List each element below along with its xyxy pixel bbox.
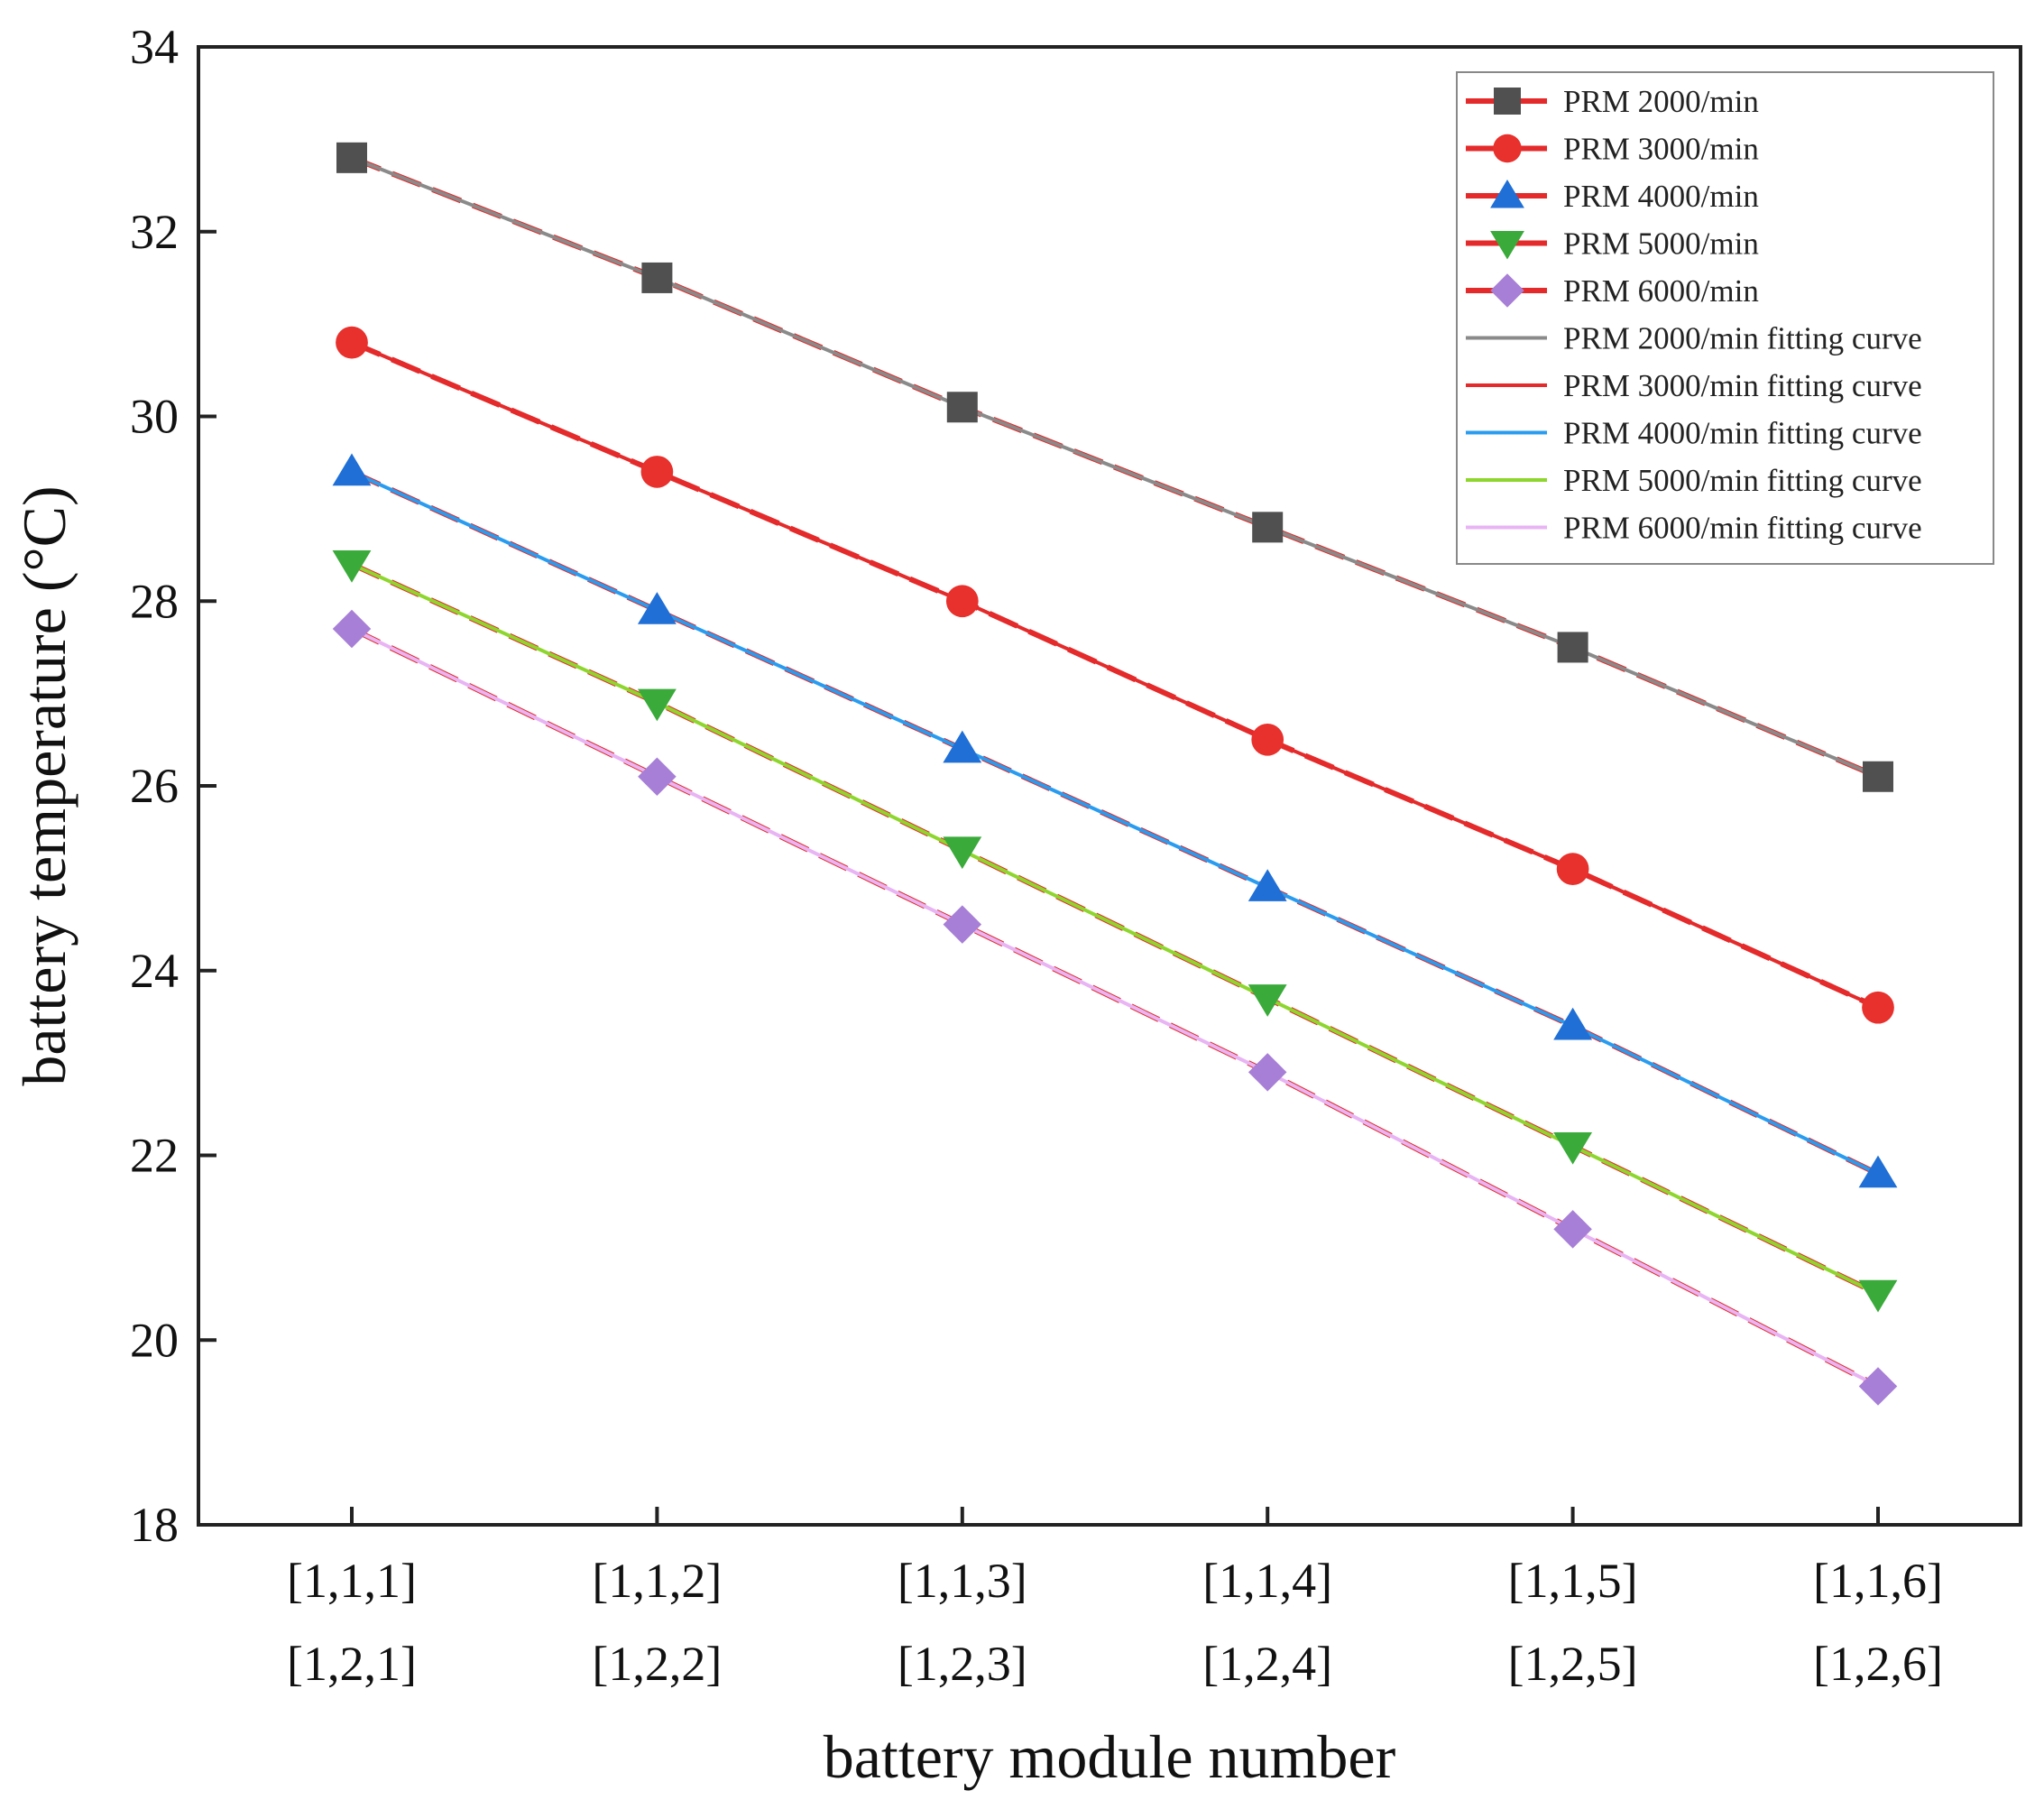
y-tick-label: 20 [130, 1313, 179, 1367]
y-tick-label: 26 [130, 759, 179, 813]
y-axis: 18 20 22 24 26 28 30 32 34 [130, 20, 216, 1552]
legend-label: PRM 2000/min [1563, 84, 1759, 119]
legend-label: PRM 6000/min [1563, 273, 1759, 309]
legend: PRM 2000/min PRM 3000/min PRM 4000/min PRM … [1456, 71, 1994, 565]
data-point [1858, 1367, 1898, 1406]
x-tick-label: [1,2,2] [592, 1637, 722, 1691]
y-tick-label: 32 [130, 205, 179, 259]
data-point [943, 836, 982, 870]
x-tick-label: [1,1,1] [287, 1554, 417, 1608]
legend-label: PRM 3000/min [1563, 132, 1759, 167]
data-point [946, 392, 978, 423]
y-tick-label: 34 [130, 20, 179, 74]
legend-label: PRM 3000/min fitting curve [1563, 368, 1922, 403]
y-tick-label: 18 [130, 1498, 179, 1552]
data-point [943, 730, 982, 763]
legend-label: PRM 4000/min fitting curve [1563, 416, 1922, 451]
x-tick-label: [1,2,3] [898, 1637, 1027, 1691]
legend-label: PRM 4000/min [1563, 179, 1759, 214]
fitting-curve [351, 627, 1879, 1389]
data-point [638, 757, 677, 797]
y-tick-label: 30 [130, 390, 179, 444]
x-tick-label: [1,1,2] [592, 1554, 722, 1608]
legend-marker [1493, 134, 1522, 163]
data-point [332, 453, 372, 486]
legend-marker [1490, 180, 1524, 208]
data-point [641, 262, 673, 293]
data-point [1557, 632, 1588, 663]
data-point [332, 550, 372, 583]
legend-box [1456, 71, 1994, 565]
data-point [336, 142, 367, 173]
data-point [1862, 991, 1894, 1024]
data-point [1248, 1053, 1287, 1092]
data-point [1556, 853, 1589, 885]
fitting-curve [351, 470, 1879, 1176]
data-point [1858, 1279, 1898, 1313]
data-point [1248, 869, 1287, 901]
y-tick-label: 22 [130, 1129, 179, 1183]
y-tick-label: 24 [130, 944, 179, 998]
x-tick-label: [1,2,5] [1508, 1637, 1638, 1691]
fitting-curve [351, 155, 1879, 779]
x-tick-label: [1,2,4] [1202, 1637, 1332, 1691]
legend-marker [1494, 88, 1521, 115]
legend-label: PRM 2000/min fitting curve [1563, 321, 1922, 356]
data-point [640, 456, 674, 488]
data-point [1251, 723, 1284, 756]
legend-label: PRM 5000/min [1563, 226, 1759, 262]
data-point [1858, 1155, 1898, 1188]
legend-marker [1490, 273, 1524, 308]
data-point [945, 585, 979, 618]
data-point [1248, 984, 1287, 1017]
y-axis-title: battery temperature (°C) [10, 485, 78, 1085]
data-point [1252, 512, 1284, 543]
x-tick-label: [1,2,1] [287, 1637, 417, 1691]
data-point [1553, 1007, 1593, 1040]
legend-label: PRM 6000/min fitting curve [1563, 511, 1922, 546]
x-tick-label: [1,1,3] [898, 1554, 1027, 1608]
series-layer [332, 142, 1898, 1406]
fitting-curve [351, 562, 1879, 1296]
data-point [637, 592, 677, 624]
legend-label: PRM 5000/min fitting curve [1563, 463, 1922, 498]
data-point [943, 905, 982, 944]
legend-marker [1490, 231, 1524, 260]
data-point [637, 688, 677, 722]
data-point [1553, 1131, 1593, 1165]
x-axis: [1,1,1] [1,2,1] [1,1,2] [1,2,2] [1,1,3] [1,2,… [287, 1507, 1943, 1691]
data-point [1553, 1210, 1592, 1249]
x-tick-label: [1,1,5] [1508, 1554, 1638, 1608]
x-axis-title: battery module number [824, 1722, 1396, 1791]
x-tick-label: [1,1,6] [1813, 1554, 1943, 1608]
x-tick-label: [1,1,4] [1202, 1554, 1332, 1608]
data-point [332, 609, 372, 649]
data-point [1863, 761, 1893, 792]
y-tick-label: 28 [130, 574, 179, 628]
fitting-curve [351, 340, 1879, 1010]
data-point [336, 326, 368, 359]
x-tick-label: [1,2,6] [1813, 1637, 1943, 1691]
